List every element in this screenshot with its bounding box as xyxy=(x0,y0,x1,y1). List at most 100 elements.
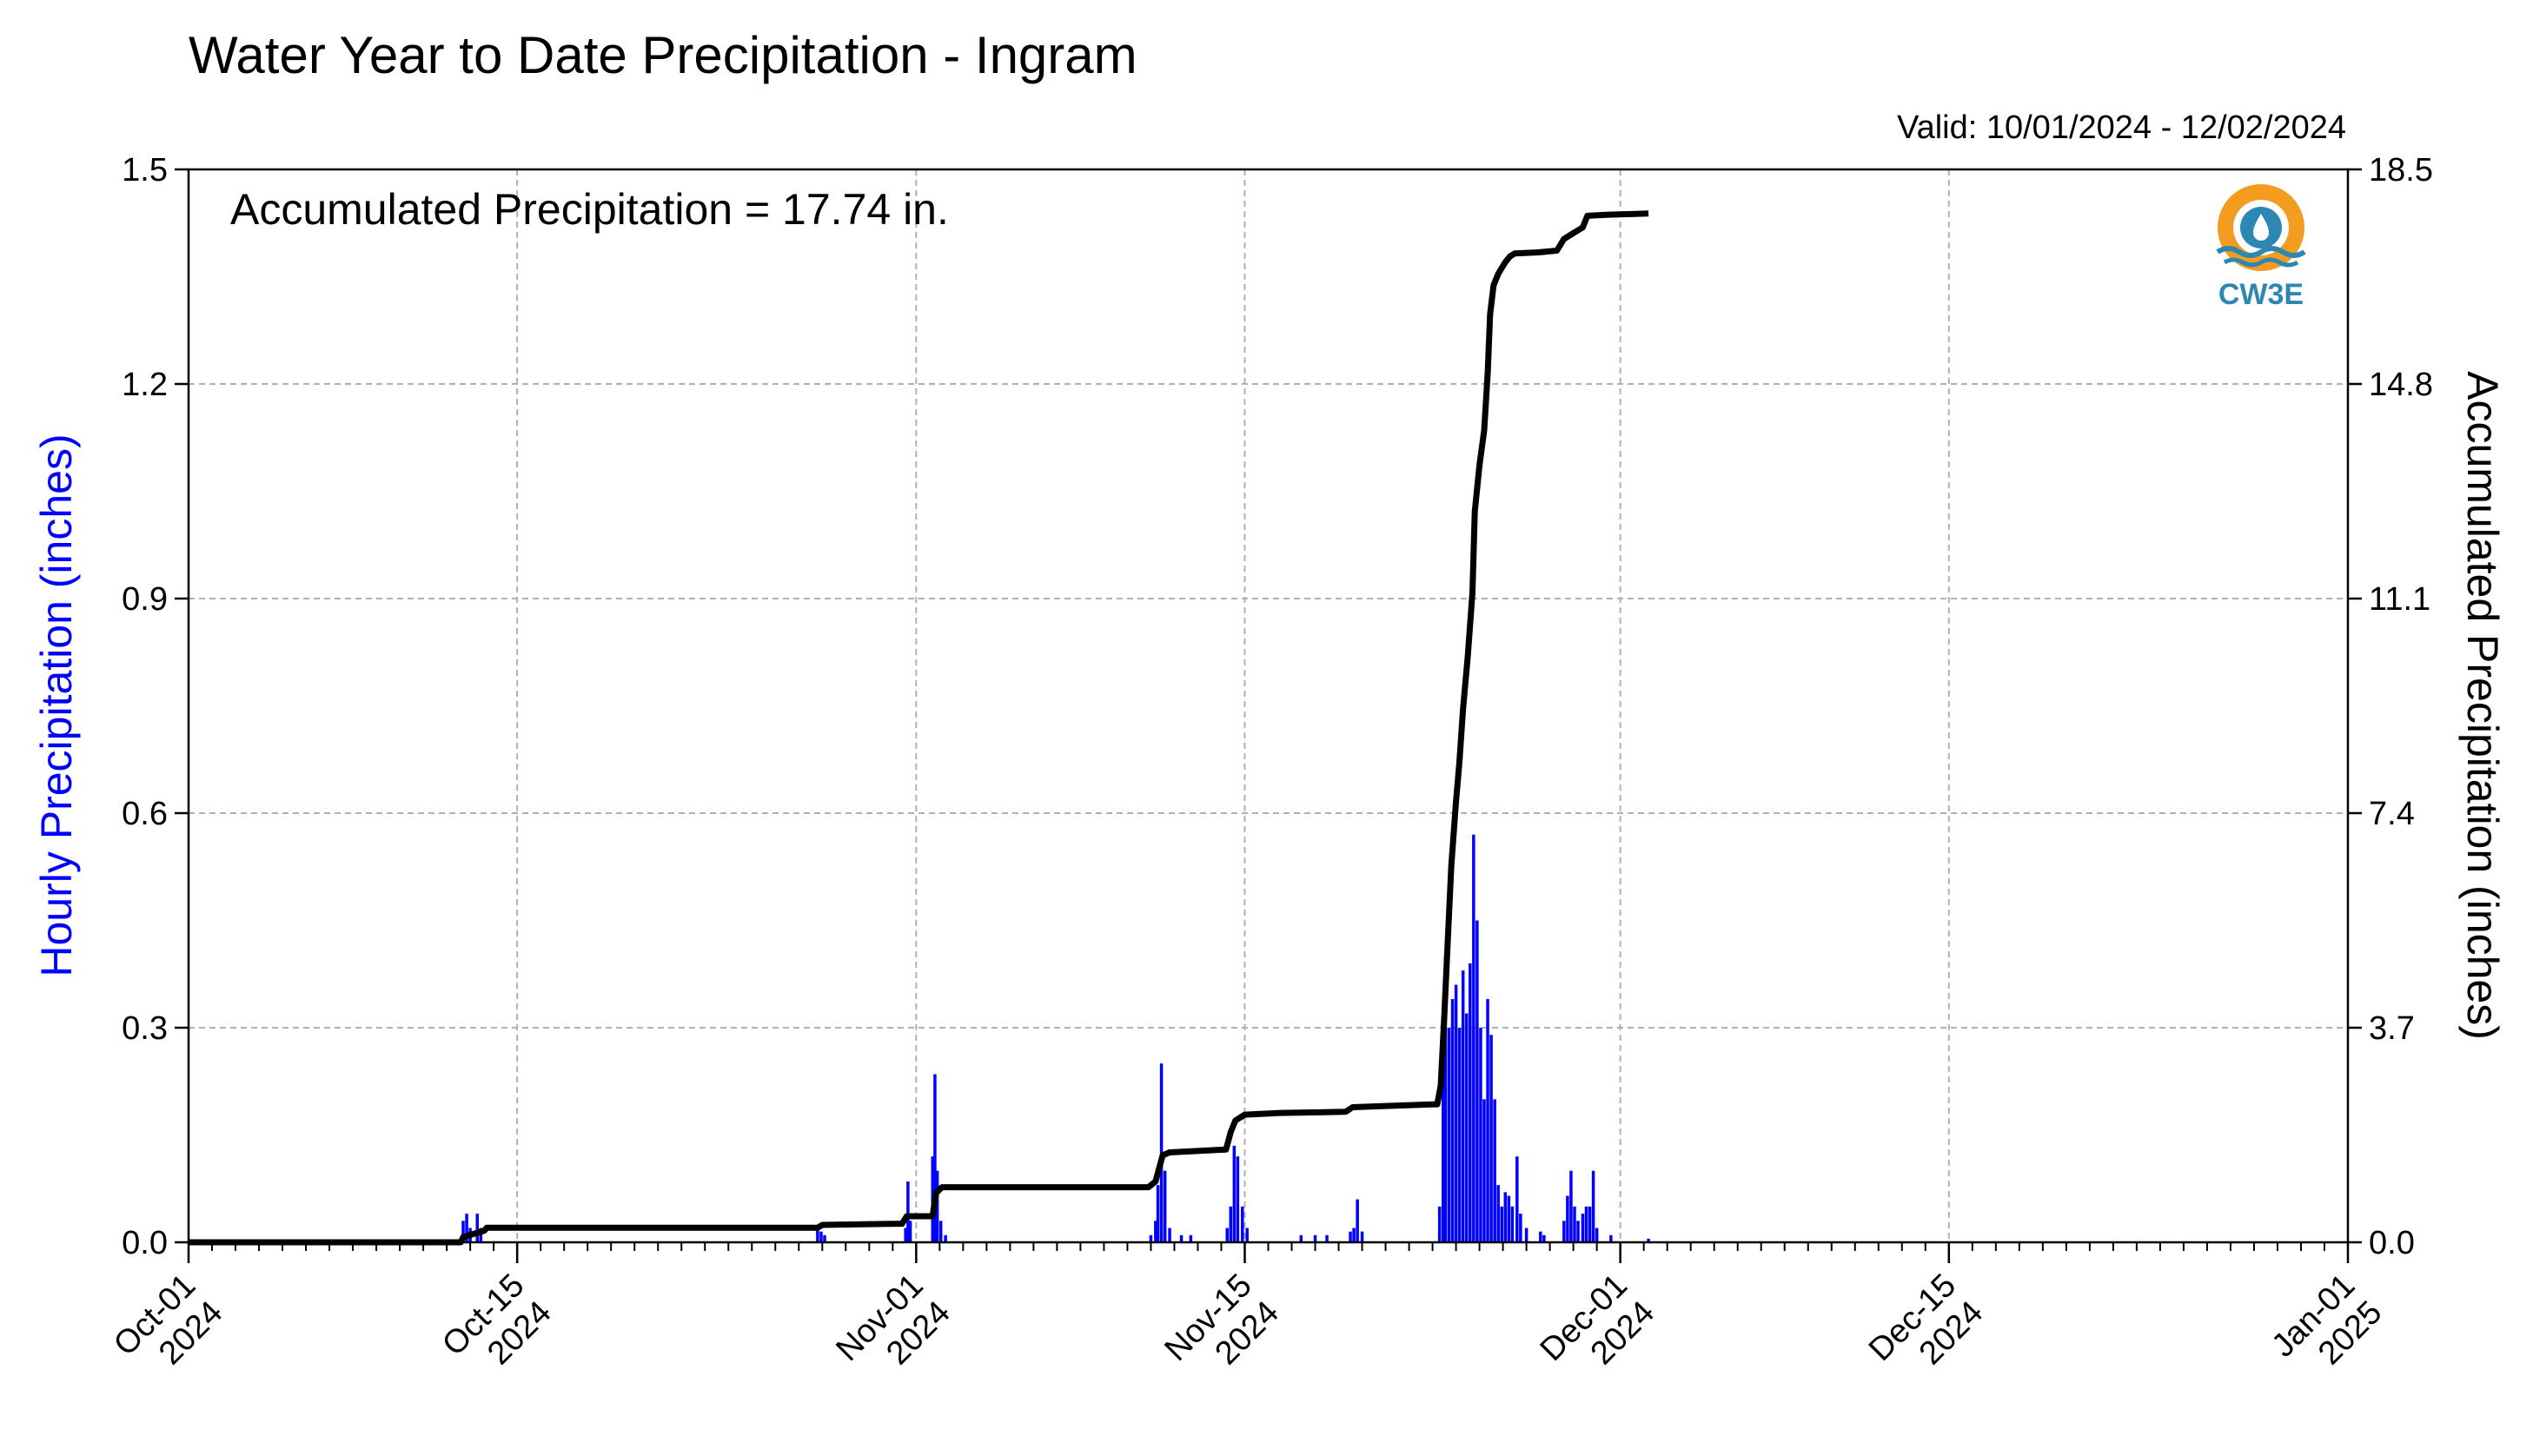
hourly-bar xyxy=(1241,1206,1244,1242)
hourly-bar xyxy=(1479,1028,1482,1242)
hourly-bar xyxy=(1437,1206,1442,1242)
hourly-bar xyxy=(475,1214,479,1242)
hourly-bar xyxy=(1168,1228,1171,1242)
hourly-bar xyxy=(1179,1234,1184,1242)
hourly-bar xyxy=(1443,956,1448,1242)
hourly-bar xyxy=(1573,1206,1576,1242)
hourly-bar xyxy=(1225,1228,1229,1242)
hourly-bar xyxy=(1584,1206,1588,1242)
hourly-bar xyxy=(1313,1234,1317,1242)
hourly-bar xyxy=(1566,1195,1569,1242)
hourly-bar xyxy=(1569,1170,1573,1242)
hourly-bar xyxy=(1519,1214,1522,1242)
x-tick-label: Dec-012024 xyxy=(1534,1267,1661,1395)
right-tick-label: 7.4 xyxy=(2369,796,2415,832)
hourly-bar xyxy=(1489,1035,1493,1242)
accumulated-line xyxy=(189,210,1649,1246)
left-tick-label: 0.3 xyxy=(122,1010,168,1047)
plot-frame xyxy=(187,168,2350,1244)
hourly-bar xyxy=(1245,1228,1249,1242)
x-tick-label: Dec-152024 xyxy=(1862,1267,1990,1395)
hourly-bar xyxy=(1595,1228,1599,1242)
wave-icon xyxy=(2216,246,2306,258)
hourly-bar xyxy=(1325,1234,1329,1242)
hourly-bar xyxy=(816,1228,819,1242)
left-tick-label: 0.6 xyxy=(122,796,168,832)
hourly-bar xyxy=(1447,1028,1451,1242)
hourly-bar xyxy=(1457,1028,1462,1242)
hourly-bar xyxy=(1576,1221,1580,1242)
hourly-bar xyxy=(1500,1206,1504,1242)
hourly-bar xyxy=(944,1234,947,1242)
hourly-bar xyxy=(1229,1206,1233,1242)
water-drop-icon xyxy=(2253,214,2269,241)
hourly-bar xyxy=(1503,1192,1508,1242)
hourly-bar xyxy=(1352,1228,1356,1242)
chart-title: Water Year to Date Precipitation - Ingra… xyxy=(189,26,1137,84)
hourly-bar xyxy=(1510,1206,1515,1242)
hourly-bar xyxy=(465,1214,468,1242)
x-tick-label: Jan-012025 xyxy=(2264,1267,2389,1392)
right-tick-label: 0.0 xyxy=(2369,1225,2415,1261)
hourly-bar xyxy=(1360,1231,1364,1242)
hourly-bar xyxy=(1356,1199,1359,1242)
hourly-bar xyxy=(1493,1099,1496,1242)
right-tick-label: 3.7 xyxy=(2369,1010,2415,1047)
grid-lines xyxy=(189,169,2348,1242)
hourly-bar xyxy=(1236,1156,1240,1242)
hourly-bar xyxy=(1156,1185,1160,1242)
hourly-bar xyxy=(1149,1234,1153,1242)
hourly-bar xyxy=(906,1181,910,1242)
right-tick-label: 18.5 xyxy=(2369,152,2433,189)
hourly-bar xyxy=(1154,1221,1157,1242)
x-tick-label: Nov-012024 xyxy=(829,1267,957,1395)
hourly-bar xyxy=(1482,1099,1486,1242)
x-axis-ticks: Oct-012024 Oct-152024 Nov-012024 Nov-152024… xyxy=(107,1242,2389,1395)
left-axis-label: Hourly Precipitation (inches) xyxy=(32,433,81,976)
hourly-bar xyxy=(1189,1234,1193,1242)
hourly-bar xyxy=(1441,1013,1445,1242)
x-tick-label: Nov-152024 xyxy=(1158,1267,1286,1395)
hourly-bar xyxy=(1464,1013,1469,1242)
hourly-bar xyxy=(933,1074,937,1242)
hourly-bar xyxy=(1588,1206,1592,1242)
left-tick-label: 1.2 xyxy=(122,367,168,403)
hourly-bar xyxy=(935,1170,939,1242)
hourly-bar xyxy=(904,1228,907,1242)
hourly-bar xyxy=(1524,1228,1528,1242)
hourly-bar xyxy=(1450,999,1455,1242)
hourly-bar xyxy=(1299,1234,1303,1242)
annotation-accumulated: Accumulated Precipitation = 17.74 in. xyxy=(230,185,949,234)
hourly-bar xyxy=(938,1221,943,1242)
cw3e-logo: CW3E xyxy=(2216,184,2306,311)
hourly-bar xyxy=(1562,1221,1566,1242)
hourly-bar xyxy=(1515,1156,1519,1242)
x-tick-label: Oct-012024 xyxy=(107,1267,229,1390)
hourly-bar xyxy=(1475,920,1479,1242)
right-tick-label: 11.1 xyxy=(2369,581,2430,618)
hourly-bar xyxy=(1349,1231,1352,1242)
hourly-bar xyxy=(823,1234,826,1242)
hourly-bar xyxy=(1486,999,1489,1242)
hourly-bar xyxy=(1647,1238,1650,1242)
left-axis-ticks: 0.0 0.3 0.6 0.9 1.2 1.5 xyxy=(122,152,189,1261)
hourly-bar xyxy=(1469,963,1472,1242)
hourly-bar xyxy=(479,1228,483,1242)
hourly-bar xyxy=(1581,1214,1585,1242)
hourly-bar xyxy=(908,1221,912,1242)
hourly-bars xyxy=(461,834,1650,1242)
hourly-bar xyxy=(461,1221,465,1242)
hourly-bar xyxy=(1232,1145,1237,1242)
left-tick-label: 1.5 xyxy=(122,152,168,189)
right-axis-ticks: 0.0 3.7 7.4 11.1 14.8 18.5 xyxy=(2348,152,2433,1261)
right-axis-label: Accumulated Precipitation (inches) xyxy=(2458,371,2507,1040)
right-tick-label: 14.8 xyxy=(2369,367,2433,403)
hourly-bar xyxy=(1609,1234,1613,1242)
valid-date-range: Valid: 10/01/2024 - 12/02/2024 xyxy=(1897,109,2346,146)
hourly-bar xyxy=(1507,1195,1511,1242)
hourly-bar xyxy=(1542,1234,1546,1242)
hourly-bar xyxy=(1472,834,1475,1242)
hourly-bar xyxy=(1461,970,1465,1242)
hourly-bar xyxy=(819,1231,823,1242)
